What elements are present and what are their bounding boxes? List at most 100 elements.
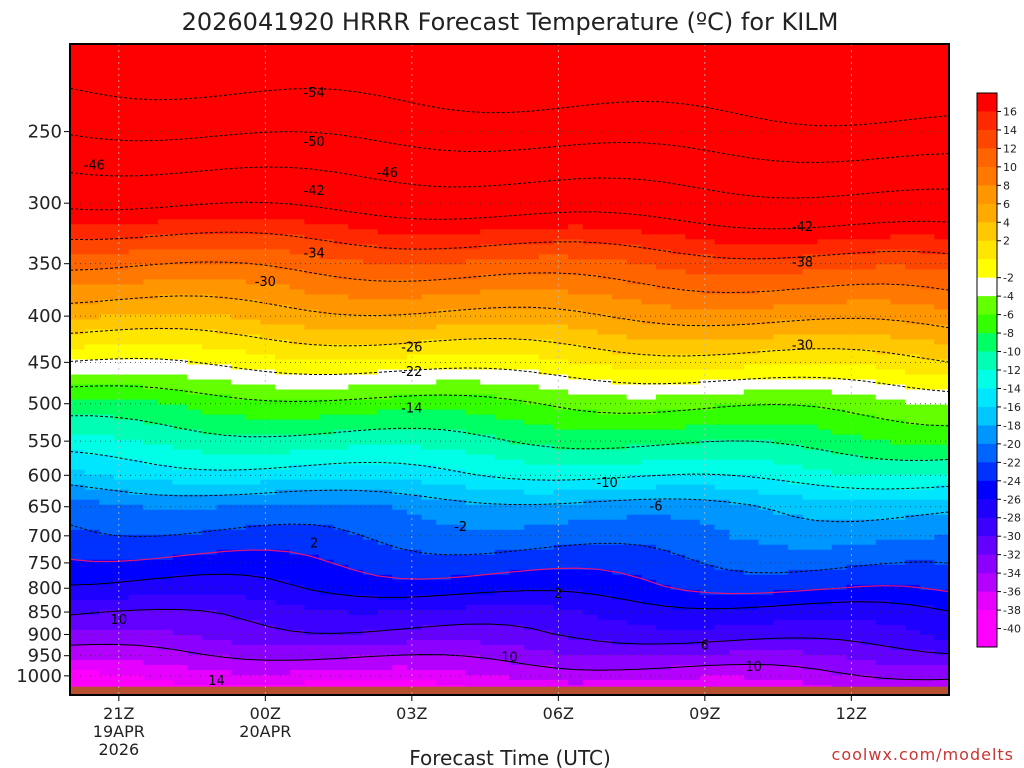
field-cell [670, 414, 686, 421]
field-cell [157, 444, 174, 451]
field-cell [802, 404, 818, 411]
field-cell [480, 419, 496, 426]
field-cell [333, 414, 349, 421]
field-cell [157, 154, 174, 160]
field-cell [758, 179, 774, 185]
field-cell [875, 339, 891, 346]
field-cell [465, 189, 481, 195]
field-cell [817, 384, 833, 391]
field-cell [319, 404, 335, 411]
field-cell [392, 419, 408, 426]
field-cell [348, 49, 364, 55]
field-cell [919, 454, 935, 461]
field-cell [831, 129, 848, 135]
field-cell [363, 124, 379, 130]
field-cell [582, 254, 598, 260]
field-cell [113, 239, 130, 245]
field-cell [729, 44, 745, 50]
field-cell [172, 214, 188, 220]
field-cell [743, 339, 760, 346]
field-cell [172, 229, 188, 235]
field-cell [70, 244, 86, 250]
field-cell [538, 264, 555, 270]
field-cell [465, 349, 481, 356]
field-cell [758, 334, 774, 341]
field-cell [553, 264, 569, 270]
field-cell [421, 279, 437, 285]
field-cell [875, 149, 891, 155]
field-cell [846, 354, 862, 361]
field-cell [685, 269, 701, 275]
field-cell [670, 289, 686, 295]
field-cell [421, 354, 437, 361]
field-cell [626, 184, 642, 190]
field-cell [363, 354, 379, 361]
field-cell [524, 134, 540, 140]
field-cell [787, 419, 804, 426]
field-cell [201, 449, 218, 456]
field-cell [480, 129, 496, 135]
field-cell [538, 289, 555, 295]
field-cell [524, 434, 540, 441]
field-cell [113, 299, 130, 305]
field-cell [348, 174, 364, 180]
field-cell [656, 44, 672, 50]
field-cell [201, 334, 218, 341]
field-cell [626, 154, 642, 160]
field-cell [582, 69, 598, 75]
field-cell [480, 329, 496, 336]
field-cell [787, 224, 804, 230]
field-cell [99, 414, 115, 421]
field-cell [421, 114, 437, 120]
field-cell [861, 259, 877, 265]
field-cell [641, 334, 657, 341]
field-cell [626, 389, 642, 396]
field-cell [612, 229, 628, 235]
field-cell [670, 334, 686, 341]
field-cell [201, 299, 218, 305]
field-cell [509, 149, 525, 155]
field-cell [685, 394, 701, 401]
field-cell [260, 69, 276, 75]
field-cell [187, 264, 203, 270]
field-cell [113, 59, 130, 65]
field-cell [846, 219, 862, 225]
field-cell [99, 119, 115, 125]
field-cell [656, 439, 672, 446]
field-cell [216, 134, 232, 140]
field-cell [934, 84, 950, 90]
field-cell [626, 269, 642, 275]
field-cell [773, 154, 789, 160]
field-cell [201, 314, 218, 321]
field-cell [875, 409, 891, 416]
field-cell [216, 444, 232, 451]
field-cell [773, 209, 789, 215]
field-cell [685, 79, 701, 85]
field-cell [319, 334, 335, 341]
field-cell [612, 419, 628, 426]
field-cell [201, 134, 218, 140]
field-cell [509, 209, 525, 215]
field-cell [597, 309, 613, 316]
field-cell [70, 419, 86, 426]
field-cell [509, 324, 525, 331]
field-cell [143, 54, 159, 60]
field-cell [143, 424, 159, 431]
field-cell [831, 109, 848, 115]
field-cell [714, 324, 730, 331]
field-cell [113, 439, 130, 446]
field-cell [612, 344, 628, 351]
field-cell [465, 324, 481, 331]
field-cell [729, 409, 745, 416]
field-cell [494, 409, 511, 416]
field-cell [758, 99, 774, 105]
field-cell [436, 264, 452, 270]
field-cell [421, 314, 437, 321]
field-cell [905, 314, 921, 321]
field-cell [905, 234, 921, 240]
field-cell [817, 264, 833, 270]
field-cell [231, 49, 247, 55]
field-cell [905, 179, 921, 185]
field-cell [831, 209, 848, 215]
field-cell [729, 179, 745, 185]
